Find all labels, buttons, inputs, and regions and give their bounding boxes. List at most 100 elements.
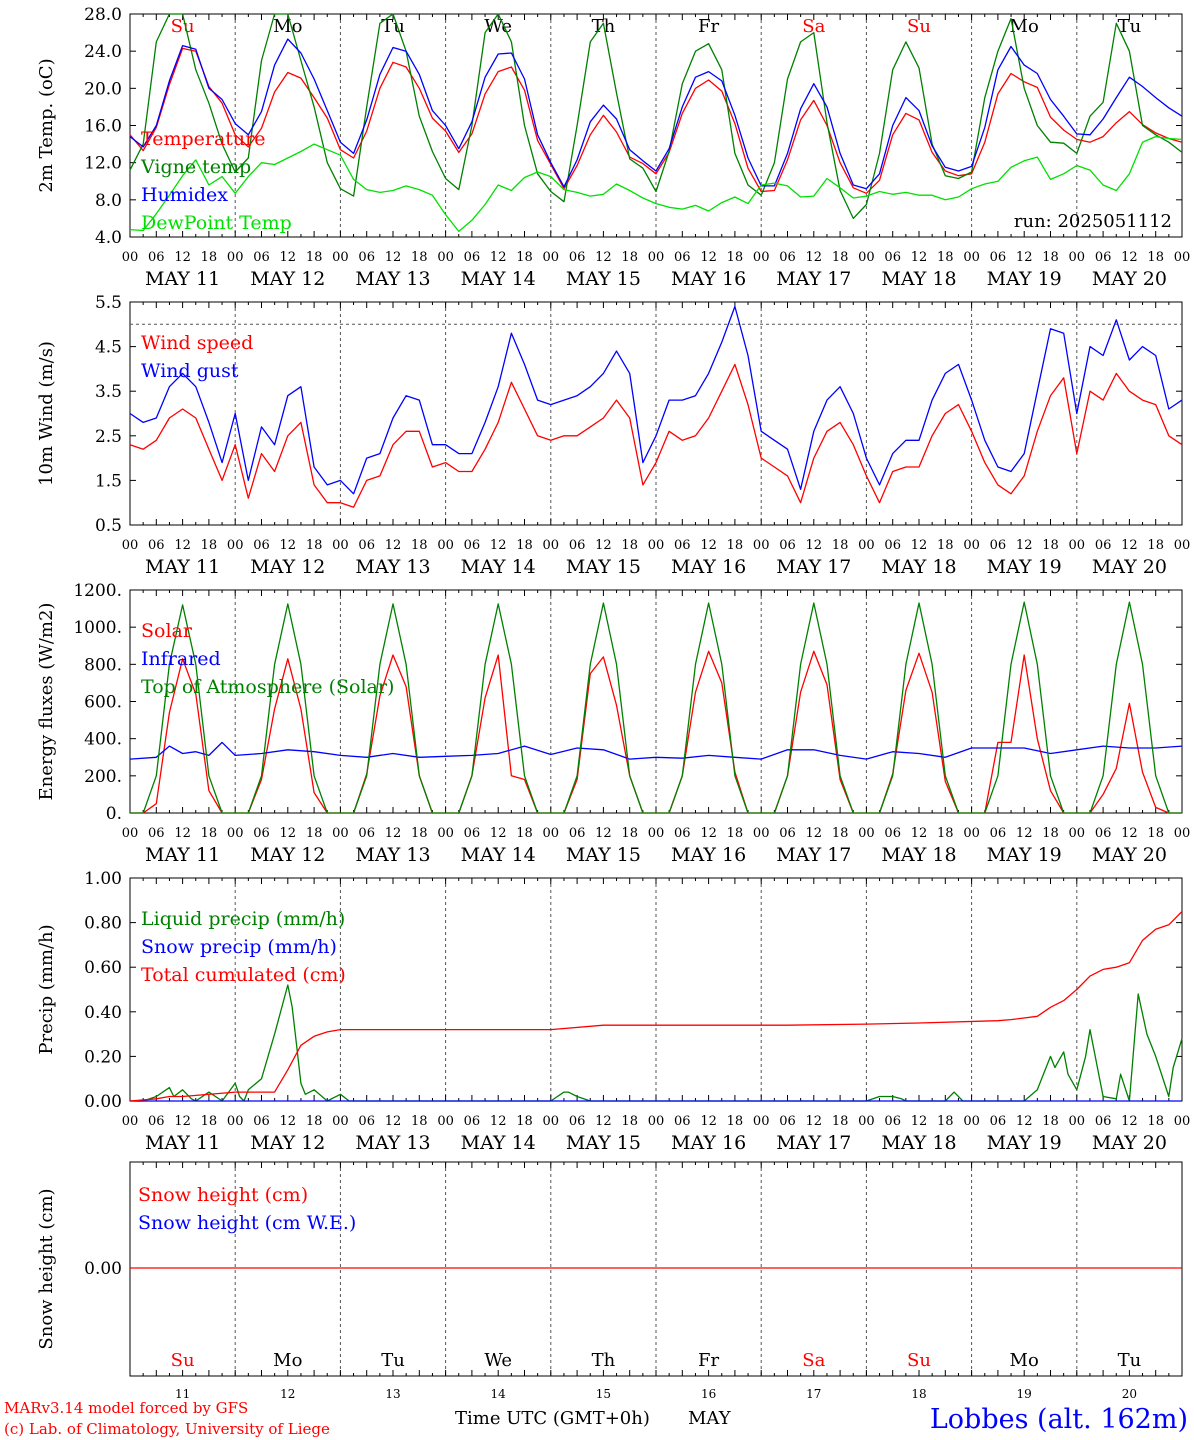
y-axis-label: Snow height (cm) [36, 1188, 57, 1349]
day-number: 12 [280, 1387, 295, 1401]
y-tick-label: 28.0 [84, 5, 122, 25]
date-label: MAY 18 [881, 844, 956, 866]
hour-tick-label: 00 [437, 1114, 454, 1129]
panel-precip: 0.00 0.20 0.40 0.60 0.80 1.00 Precip (mm/h) 00 0… [36, 869, 1190, 1154]
date-label: MAY 14 [461, 1132, 536, 1154]
hour-tick-label: 18 [1042, 1114, 1059, 1129]
hour-tick-label: 12 [700, 1114, 717, 1129]
series-liquid-precip-mm-h- [130, 984, 1183, 1102]
hour-tick-label: 06 [674, 826, 691, 841]
y-tick-label: 8.0 [95, 191, 122, 211]
hour-tick-label: 12 [490, 538, 507, 553]
y-tick-label: 1200. [73, 581, 122, 601]
hour-tick-label: 18 [621, 250, 638, 265]
hour-tick-label: 00 [437, 250, 454, 265]
hour-tick-label: 18 [1042, 826, 1059, 841]
hour-tick-label: 12 [1121, 250, 1138, 265]
hour-tick-label: 06 [148, 250, 165, 265]
date-label: MAY 15 [566, 556, 641, 578]
panel-snow: 0.00 Snow height (cm) Su Mo Tu We Th Fr Sa Su Mo Tu… [36, 1161, 1183, 1377]
hour-tick-label: 06 [464, 826, 481, 841]
date-label: MAY 20 [1092, 556, 1167, 578]
hour-tick-label: 00 [332, 250, 349, 265]
hour-tick-label: 06 [253, 250, 270, 265]
hour-tick-label: 12 [174, 250, 191, 265]
panel-wind: 0.5 1.5 2.5 3.5 4.5 5.5 10m Wind (m/s) 00 06 12 18… [36, 293, 1190, 578]
hour-tick-label: 06 [358, 538, 375, 553]
hour-tick-label: 12 [595, 826, 612, 841]
hour-tick-label: 12 [490, 250, 507, 265]
hour-tick-label: 18 [306, 1114, 323, 1129]
hour-tick-label: 18 [1147, 826, 1164, 841]
hour-tick-label: 00 [1069, 250, 1086, 265]
date-label: MAY 12 [250, 1132, 325, 1154]
hour-tick-label: 00 [963, 538, 980, 553]
hour-tick-label: 06 [1095, 250, 1112, 265]
y-tick-label: 600. [84, 693, 122, 713]
hour-tick-label: 12 [911, 1114, 928, 1129]
y-tick-label: 3.5 [95, 382, 122, 402]
hour-tick-label: 18 [1147, 250, 1164, 265]
day-number: 20 [1122, 1387, 1137, 1401]
hour-tick-label: 18 [201, 1114, 218, 1129]
hour-tick-label: 00 [858, 1114, 875, 1129]
hour-tick-label: 12 [174, 538, 191, 553]
weekday-label: Tu [1118, 1350, 1142, 1371]
series-wind-speed [129, 363, 1183, 508]
hour-tick-label: 12 [1016, 538, 1033, 553]
hour-tick-label: 18 [937, 826, 954, 841]
hour-tick-label: 18 [201, 538, 218, 553]
legend-entry: DewPoint Temp [141, 212, 292, 234]
hour-tick-label: 06 [569, 826, 586, 841]
date-label: MAY 12 [250, 268, 325, 290]
hour-tick-label: 00 [753, 826, 770, 841]
hour-tick-label: 00 [1174, 826, 1191, 841]
hour-tick-label: 06 [569, 1114, 586, 1129]
legend-entry: Vigne temp [140, 156, 251, 178]
weekday-label: Su [171, 16, 195, 37]
hour-tick-label: 06 [148, 1114, 165, 1129]
date-label: MAY 20 [1092, 268, 1167, 290]
y-tick-label: 0.5 [95, 516, 122, 536]
hour-tick-label: 00 [543, 1114, 560, 1129]
hour-tick-label: 06 [148, 826, 165, 841]
date-label: MAY 20 [1092, 844, 1167, 866]
date-label: MAY 17 [776, 1132, 851, 1154]
model-credit: MARv3.14 model forced by GFS [4, 1399, 248, 1417]
day-number: 14 [491, 1387, 507, 1401]
hour-tick-label: 12 [595, 250, 612, 265]
legend-entry: Snow height (cm) [138, 1184, 308, 1206]
hour-tick-label: 00 [332, 826, 349, 841]
y-tick-label: 2.5 [95, 427, 122, 447]
date-label: MAY 15 [566, 844, 641, 866]
y-tick-label: 0. [106, 804, 122, 824]
day-number: 13 [385, 1387, 400, 1401]
date-label: MAY 19 [987, 556, 1062, 578]
legend-entry: Top of Atmosphere (Solar) [141, 676, 394, 698]
hour-tick-label: 18 [937, 250, 954, 265]
legend-entry: Temperature [141, 128, 265, 150]
hour-tick-label: 00 [858, 250, 875, 265]
hour-tick-label: 18 [201, 826, 218, 841]
hour-tick-label: 18 [937, 1114, 954, 1129]
hour-tick-label: 06 [779, 250, 796, 265]
date-label: MAY 19 [987, 268, 1062, 290]
hour-tick-label: 06 [253, 826, 270, 841]
hour-tick-label: 00 [858, 826, 875, 841]
hour-tick-label: 00 [227, 538, 244, 553]
hour-tick-label: 06 [1095, 1114, 1112, 1129]
date-label: MAY 14 [461, 268, 536, 290]
hour-tick-label: 12 [1016, 1114, 1033, 1129]
hour-tick-label: 12 [1121, 826, 1138, 841]
y-axis-label: Precip (mm/h) [36, 924, 57, 1054]
date-label: MAY 11 [145, 556, 220, 578]
hour-tick-label: 12 [806, 826, 823, 841]
date-label: MAY 12 [250, 556, 325, 578]
date-label: MAY 11 [145, 268, 220, 290]
hour-tick-label: 12 [1121, 1114, 1138, 1129]
y-axis-label: Energy fluxes (W/m2) [36, 603, 57, 801]
date-label: MAY 11 [145, 844, 220, 866]
date-label: MAY 15 [566, 268, 641, 290]
hour-tick-label: 12 [1016, 826, 1033, 841]
hour-tick-label: 18 [1042, 538, 1059, 553]
